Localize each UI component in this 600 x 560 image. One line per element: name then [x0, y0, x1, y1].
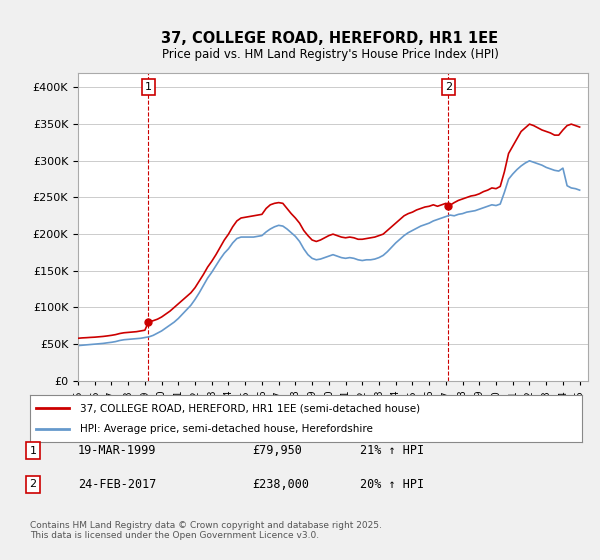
Text: 2: 2 [445, 82, 452, 92]
Text: 1: 1 [145, 82, 152, 92]
Text: 24-FEB-2017: 24-FEB-2017 [78, 478, 157, 491]
Text: Price paid vs. HM Land Registry's House Price Index (HPI): Price paid vs. HM Land Registry's House … [161, 48, 499, 60]
Text: 37, COLLEGE ROAD, HEREFORD, HR1 1EE (semi-detached house): 37, COLLEGE ROAD, HEREFORD, HR1 1EE (sem… [80, 403, 420, 413]
Text: £79,950: £79,950 [252, 444, 302, 458]
Text: 37, COLLEGE ROAD, HEREFORD, HR1 1EE: 37, COLLEGE ROAD, HEREFORD, HR1 1EE [161, 31, 499, 46]
Text: 21% ↑ HPI: 21% ↑ HPI [360, 444, 424, 458]
Text: 19-MAR-1999: 19-MAR-1999 [78, 444, 157, 458]
Text: HPI: Average price, semi-detached house, Herefordshire: HPI: Average price, semi-detached house,… [80, 424, 373, 434]
Text: 1: 1 [29, 446, 37, 456]
Text: 20% ↑ HPI: 20% ↑ HPI [360, 478, 424, 491]
Text: £238,000: £238,000 [252, 478, 309, 491]
Text: 2: 2 [29, 479, 37, 489]
Text: Contains HM Land Registry data © Crown copyright and database right 2025.
This d: Contains HM Land Registry data © Crown c… [30, 521, 382, 540]
